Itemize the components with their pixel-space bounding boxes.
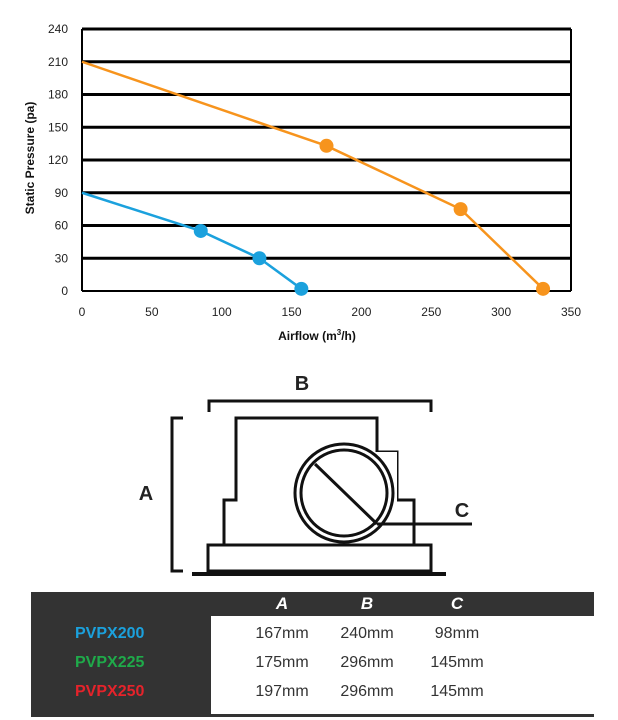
y-tick-labels: 0 30 60 90 120 150 180 210 240 <box>48 22 68 298</box>
series-line-1 <box>81 191 303 290</box>
model-name-pvpx225: PVPX225 <box>75 654 145 671</box>
column-header-a: A <box>275 594 289 613</box>
y-tick-label: 0 <box>61 284 68 298</box>
x-axis-title: Airflow (m3/h) <box>278 328 356 343</box>
spec-table-body: 167mm 240mm 98mm 175mm 296mm 145mm 197mm… <box>211 616 594 714</box>
series-lines <box>81 60 551 296</box>
cell-pvpx250-c: 145mm <box>430 683 484 700</box>
model-name-pvpx200: PVPX200 <box>75 625 145 642</box>
dimension-label-a: A <box>139 483 153 505</box>
performance-chart: 0 30 60 90 120 150 180 210 240 0 50 100 150 200 250 30… <box>23 22 582 343</box>
y-tick-label: 30 <box>55 251 69 265</box>
x-tick-label: 100 <box>212 305 232 319</box>
x-tick-label: 50 <box>145 305 159 319</box>
cell-pvpx200-c: 98mm <box>434 625 480 642</box>
x-tick-label: 250 <box>421 305 441 319</box>
x-tick-labels: 0 50 100 150 200 250 300 350 <box>79 305 582 319</box>
data-point <box>252 251 267 266</box>
y-tick-label: 240 <box>48 22 68 36</box>
outlet-diagonal <box>313 462 379 526</box>
y-tick-label: 60 <box>55 219 69 233</box>
dimension-diagram: B A C <box>139 373 472 576</box>
y-tick-label: 210 <box>48 55 68 69</box>
outlet-circle-inner <box>299 448 389 538</box>
x-tick-label: 0 <box>79 305 86 319</box>
y-tick-label: 150 <box>48 120 68 134</box>
y-tick-label: 180 <box>48 88 68 102</box>
dimension-label-b: B <box>295 373 309 395</box>
data-point <box>193 223 208 238</box>
dimension-bracket-a <box>170 416 183 573</box>
x-tick-label: 150 <box>282 305 302 319</box>
y-tick-label: 90 <box>55 186 69 200</box>
cell-pvpx250-b: 296mm <box>340 683 394 700</box>
data-point <box>319 138 334 153</box>
cell-pvpx200-a: 167mm <box>255 625 309 642</box>
column-header-c: C <box>450 594 464 613</box>
cell-pvpx225-b: 296mm <box>340 654 394 671</box>
y-tick-label: 120 <box>48 153 68 167</box>
data-point <box>453 202 468 217</box>
x-tick-label: 300 <box>491 305 511 319</box>
y-axis-title: Static Pressure (pa) <box>23 102 37 215</box>
spec-table: A B C PVPX200 PVPX225 PVPX250 167mm 240m… <box>31 592 594 717</box>
data-point <box>294 281 309 296</box>
spec-table-header: A B C <box>211 592 594 614</box>
series-line-0 <box>81 60 544 290</box>
data-point <box>536 281 551 296</box>
column-header-b: B <box>360 594 374 613</box>
dimension-bracket-b <box>207 399 433 412</box>
x-tick-label: 350 <box>561 305 581 319</box>
model-name-pvpx250: PVPX250 <box>75 683 145 700</box>
cell-pvpx225-c: 145mm <box>430 654 484 671</box>
grid-lines <box>81 27 572 292</box>
dimension-label-c: C <box>455 500 469 522</box>
cell-pvpx250-a: 197mm <box>255 683 309 700</box>
cell-pvpx200-b: 240mm <box>340 625 394 642</box>
cell-pvpx225-a: 175mm <box>255 654 309 671</box>
x-tick-label: 200 <box>351 305 371 319</box>
